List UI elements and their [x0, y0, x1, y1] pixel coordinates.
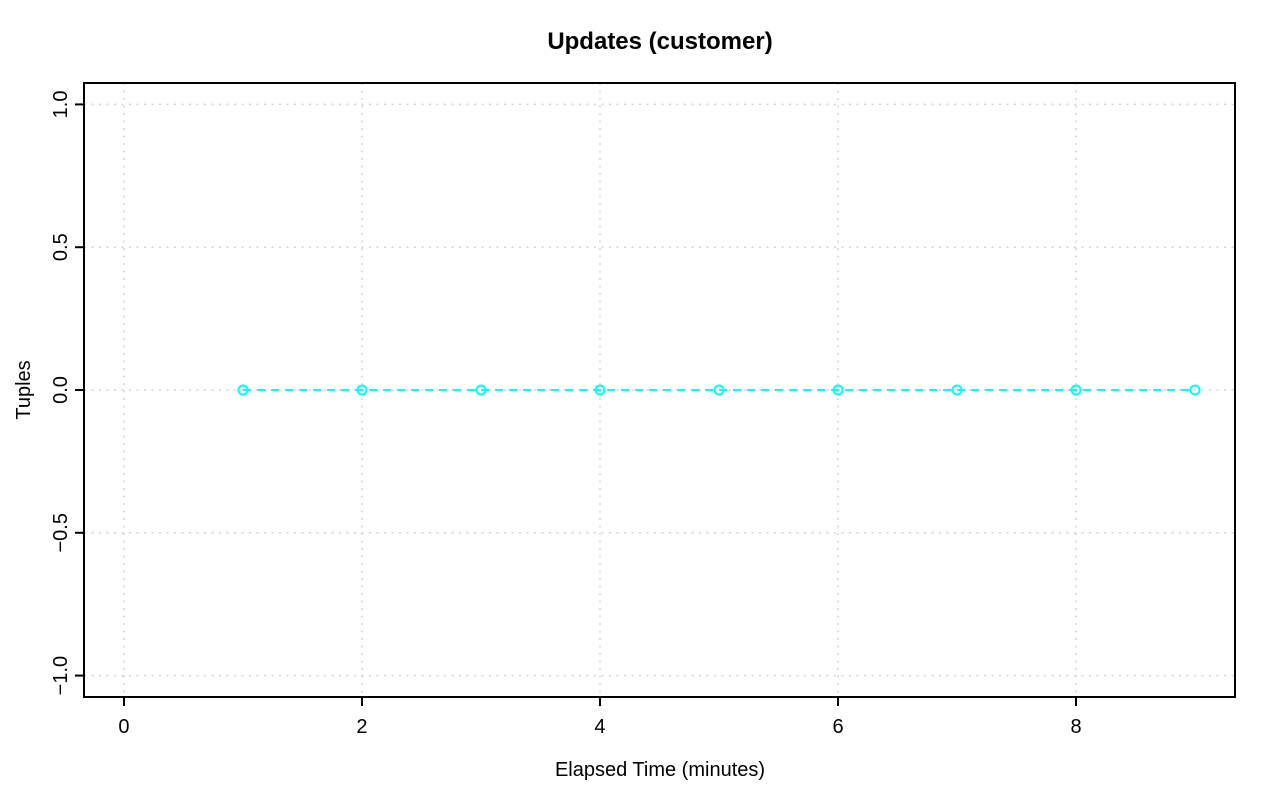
data-point	[1189, 384, 1201, 396]
tick-labels-group: 0 2 4 6 8 −1.0 −0.5 0.0 0.5 1.0	[50, 91, 1082, 738]
data-point	[832, 384, 844, 396]
chart-title: Updates (customer)	[547, 28, 772, 55]
data-point	[475, 384, 487, 396]
data-point	[713, 384, 725, 396]
x-tick-label: 0	[118, 716, 129, 738]
data-point	[237, 384, 249, 396]
y-tick-label: 1.0	[50, 91, 72, 119]
x-tick-label: 2	[356, 716, 367, 738]
y-tick-label: −1.0	[50, 656, 72, 695]
data-point	[356, 384, 368, 396]
data-series-group	[237, 384, 1201, 396]
y-tick-label: 0.5	[50, 233, 72, 261]
data-point	[951, 384, 963, 396]
y-tick-label: −0.5	[50, 513, 72, 552]
data-point	[594, 384, 606, 396]
axis-ticks-group	[75, 103, 1078, 706]
x-tick-label: 6	[832, 716, 843, 738]
x-tick-label: 4	[594, 716, 605, 738]
gridlines-group	[84, 83, 1235, 697]
data-point	[1070, 384, 1082, 396]
y-tick-label: 0.0	[50, 376, 72, 404]
plot-box	[83, 82, 1236, 698]
y-axis-label: Tuples	[13, 360, 35, 419]
x-tick-label: 8	[1070, 716, 1081, 738]
x-axis-label: Elapsed Time (minutes)	[555, 759, 765, 781]
